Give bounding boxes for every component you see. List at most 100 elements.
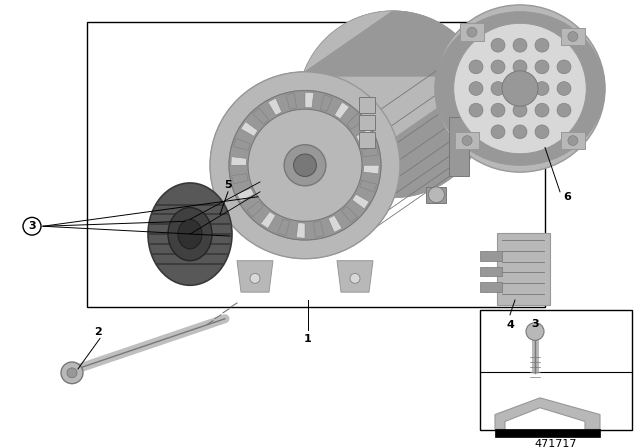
Polygon shape xyxy=(455,132,479,150)
Circle shape xyxy=(23,217,41,235)
Polygon shape xyxy=(364,165,379,174)
Text: 1: 1 xyxy=(304,334,312,345)
Ellipse shape xyxy=(462,136,472,146)
Circle shape xyxy=(250,273,260,283)
Text: 3: 3 xyxy=(28,221,36,231)
Polygon shape xyxy=(480,251,502,261)
Ellipse shape xyxy=(513,82,527,95)
Text: 4: 4 xyxy=(506,319,514,330)
Ellipse shape xyxy=(557,103,571,117)
Polygon shape xyxy=(320,95,332,112)
Ellipse shape xyxy=(467,27,477,37)
Polygon shape xyxy=(561,132,585,150)
Circle shape xyxy=(526,323,544,340)
Polygon shape xyxy=(352,194,369,209)
Polygon shape xyxy=(480,282,502,292)
Ellipse shape xyxy=(168,207,212,261)
Polygon shape xyxy=(497,233,550,305)
Polygon shape xyxy=(247,201,263,217)
Ellipse shape xyxy=(469,82,483,95)
Ellipse shape xyxy=(284,145,326,186)
Ellipse shape xyxy=(513,60,527,74)
Ellipse shape xyxy=(454,23,586,154)
Polygon shape xyxy=(358,115,374,130)
Ellipse shape xyxy=(491,39,505,52)
Polygon shape xyxy=(314,221,324,237)
Polygon shape xyxy=(241,122,258,136)
Polygon shape xyxy=(234,138,250,150)
Polygon shape xyxy=(358,133,374,148)
Ellipse shape xyxy=(535,60,549,74)
Ellipse shape xyxy=(491,60,505,74)
Ellipse shape xyxy=(298,11,488,198)
Polygon shape xyxy=(260,212,276,228)
Polygon shape xyxy=(561,28,585,45)
Ellipse shape xyxy=(568,32,578,41)
Ellipse shape xyxy=(248,109,362,221)
Ellipse shape xyxy=(502,71,538,106)
Polygon shape xyxy=(210,11,393,258)
Polygon shape xyxy=(480,267,502,276)
Bar xyxy=(426,187,447,202)
Bar xyxy=(480,310,632,430)
Polygon shape xyxy=(253,108,269,124)
Polygon shape xyxy=(337,261,373,292)
Polygon shape xyxy=(495,398,600,429)
Ellipse shape xyxy=(535,39,549,52)
Text: 471717: 471717 xyxy=(535,439,577,448)
Ellipse shape xyxy=(568,136,578,146)
Polygon shape xyxy=(296,223,305,238)
Polygon shape xyxy=(356,129,373,142)
Polygon shape xyxy=(342,206,357,223)
Polygon shape xyxy=(278,219,290,236)
Ellipse shape xyxy=(491,103,505,117)
Polygon shape xyxy=(362,146,378,157)
Ellipse shape xyxy=(248,109,362,221)
Ellipse shape xyxy=(435,12,605,165)
Polygon shape xyxy=(237,261,273,292)
Bar xyxy=(495,429,600,437)
Bar xyxy=(87,22,545,307)
Polygon shape xyxy=(305,11,488,258)
Ellipse shape xyxy=(535,125,549,139)
Text: 2: 2 xyxy=(94,327,102,337)
Text: 6: 6 xyxy=(563,192,571,202)
Text: 3: 3 xyxy=(531,319,539,329)
Circle shape xyxy=(350,273,360,283)
Polygon shape xyxy=(268,98,282,115)
Ellipse shape xyxy=(210,72,400,258)
Polygon shape xyxy=(358,97,374,113)
Polygon shape xyxy=(328,215,342,232)
Ellipse shape xyxy=(535,103,549,117)
Ellipse shape xyxy=(491,82,505,95)
Ellipse shape xyxy=(428,187,444,202)
Polygon shape xyxy=(460,23,484,41)
Polygon shape xyxy=(215,76,483,137)
Polygon shape xyxy=(237,188,254,202)
Ellipse shape xyxy=(178,220,202,249)
Ellipse shape xyxy=(469,60,483,74)
Polygon shape xyxy=(335,102,349,119)
Polygon shape xyxy=(305,92,314,108)
Circle shape xyxy=(61,362,83,383)
Text: 5: 5 xyxy=(224,180,232,190)
Ellipse shape xyxy=(148,183,232,285)
Polygon shape xyxy=(347,114,363,129)
Ellipse shape xyxy=(294,154,316,177)
Ellipse shape xyxy=(513,125,527,139)
Polygon shape xyxy=(449,117,479,177)
Polygon shape xyxy=(286,93,296,109)
Ellipse shape xyxy=(229,90,381,240)
Circle shape xyxy=(67,368,77,378)
Ellipse shape xyxy=(491,125,505,139)
Ellipse shape xyxy=(535,82,549,95)
Ellipse shape xyxy=(557,60,571,74)
Polygon shape xyxy=(360,180,376,192)
Ellipse shape xyxy=(557,82,571,95)
Polygon shape xyxy=(231,157,246,165)
Ellipse shape xyxy=(469,103,483,117)
Ellipse shape xyxy=(513,39,527,52)
Polygon shape xyxy=(232,173,248,184)
Ellipse shape xyxy=(435,5,605,172)
Ellipse shape xyxy=(513,103,527,117)
